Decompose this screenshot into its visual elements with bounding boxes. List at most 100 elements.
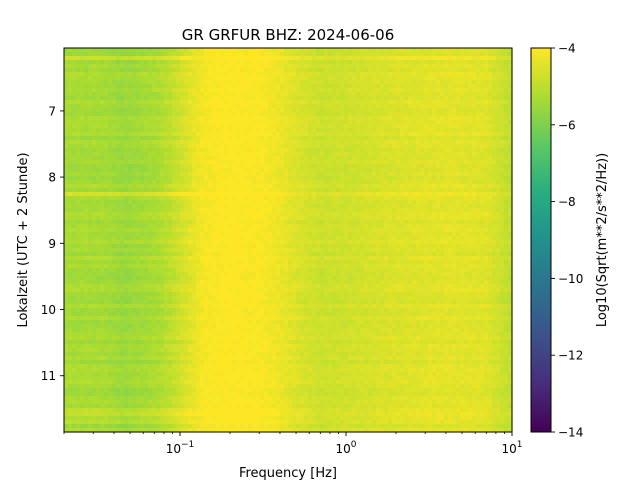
heatmap-cell <box>404 180 409 185</box>
heatmap-cell <box>460 160 465 165</box>
heatmap-cell <box>172 92 177 97</box>
heatmap-cell <box>88 140 93 145</box>
heatmap-cell <box>496 192 501 197</box>
heatmap-cell <box>492 92 497 97</box>
heatmap-cell <box>312 104 317 109</box>
heatmap-cell <box>328 216 333 221</box>
heatmap-cell <box>420 212 425 217</box>
heatmap-cell <box>464 112 469 117</box>
heatmap-cell <box>108 60 113 65</box>
heatmap-cell <box>264 92 269 97</box>
heatmap-cell <box>380 176 385 181</box>
heatmap-cell <box>112 152 117 157</box>
heatmap-cell <box>112 100 117 105</box>
heatmap-cell <box>416 104 421 109</box>
heatmap-cell <box>328 96 333 101</box>
heatmap-cell <box>164 188 169 193</box>
heatmap-cell <box>72 120 77 125</box>
heatmap-cell <box>176 148 181 153</box>
heatmap-cell <box>464 76 469 81</box>
heatmap-cell <box>228 148 233 153</box>
heatmap-cell <box>312 108 317 113</box>
heatmap-cell <box>100 76 105 81</box>
heatmap-cell <box>340 116 345 121</box>
heatmap-cell <box>300 132 305 137</box>
heatmap-cell <box>116 72 121 77</box>
heatmap-cell <box>288 80 293 85</box>
heatmap-cell <box>360 220 365 225</box>
heatmap-cell <box>356 140 361 145</box>
heatmap-cell <box>212 56 217 61</box>
heatmap-cell <box>464 188 469 193</box>
heatmap-cell <box>180 88 185 93</box>
heatmap-cell <box>76 76 81 81</box>
heatmap-cell <box>432 48 437 53</box>
heatmap-cell <box>464 216 469 221</box>
heatmap-cell <box>156 220 161 225</box>
heatmap-cell <box>136 128 141 133</box>
heatmap-cell <box>328 156 333 161</box>
heatmap-cell <box>500 172 505 177</box>
heatmap-cell <box>484 140 489 145</box>
heatmap-cell <box>132 96 137 101</box>
heatmap-cell <box>384 136 389 141</box>
heatmap-cell <box>452 212 457 217</box>
heatmap-cell <box>500 144 505 149</box>
heatmap-cell <box>240 188 245 193</box>
heatmap-cell <box>112 184 117 189</box>
heatmap-cell <box>84 208 89 213</box>
heatmap-cell <box>252 168 257 173</box>
heatmap-cell <box>288 56 293 61</box>
heatmap-cell <box>472 92 477 97</box>
heatmap-cell <box>136 120 141 125</box>
heatmap-cell <box>444 92 449 97</box>
heatmap-cell <box>236 176 241 181</box>
heatmap-cell <box>228 72 233 77</box>
heatmap-cell <box>176 48 181 53</box>
heatmap-cell <box>108 100 113 105</box>
heatmap-cell <box>108 108 113 113</box>
heatmap-cell <box>144 52 149 57</box>
heatmap-cell <box>392 208 397 213</box>
heatmap-cell <box>396 68 401 73</box>
heatmap-cell <box>260 60 265 65</box>
heatmap-cell <box>228 84 233 89</box>
heatmap-cell <box>336 224 341 229</box>
heatmap-cell <box>88 128 93 133</box>
heatmap-cell <box>436 180 441 185</box>
heatmap-cell <box>444 156 449 161</box>
heatmap-cell <box>88 56 93 61</box>
heatmap-cell <box>188 120 193 125</box>
heatmap-cell <box>212 148 217 153</box>
heatmap-cell <box>320 200 325 205</box>
heatmap-cell <box>392 104 397 109</box>
heatmap-cell <box>88 208 93 213</box>
heatmap-cell <box>332 144 337 149</box>
heatmap-cell <box>376 88 381 93</box>
heatmap-cell <box>448 92 453 97</box>
heatmap-cell <box>400 216 405 221</box>
heatmap-cell <box>140 48 145 53</box>
heatmap-cell <box>152 92 157 97</box>
heatmap-cell <box>280 128 285 133</box>
heatmap-cell <box>300 80 305 85</box>
heatmap-cell <box>360 64 365 69</box>
heatmap-cell <box>240 52 245 57</box>
heatmap-cell <box>376 108 381 113</box>
heatmap-cell <box>80 116 85 121</box>
heatmap-cell <box>268 180 273 185</box>
heatmap-cell <box>100 80 105 85</box>
heatmap-cell <box>292 180 297 185</box>
heatmap-cell <box>448 188 453 193</box>
heatmap-cell <box>444 96 449 101</box>
heatmap-cell <box>356 76 361 81</box>
heatmap-cell <box>408 56 413 61</box>
heatmap-cell <box>180 180 185 185</box>
heatmap-cell <box>108 216 113 221</box>
heatmap-cell <box>420 164 425 169</box>
heatmap-cell <box>340 72 345 77</box>
heatmap-cell <box>84 212 89 217</box>
heatmap-cell <box>288 208 293 213</box>
heatmap-cell <box>308 152 313 157</box>
heatmap-cell <box>388 208 393 213</box>
